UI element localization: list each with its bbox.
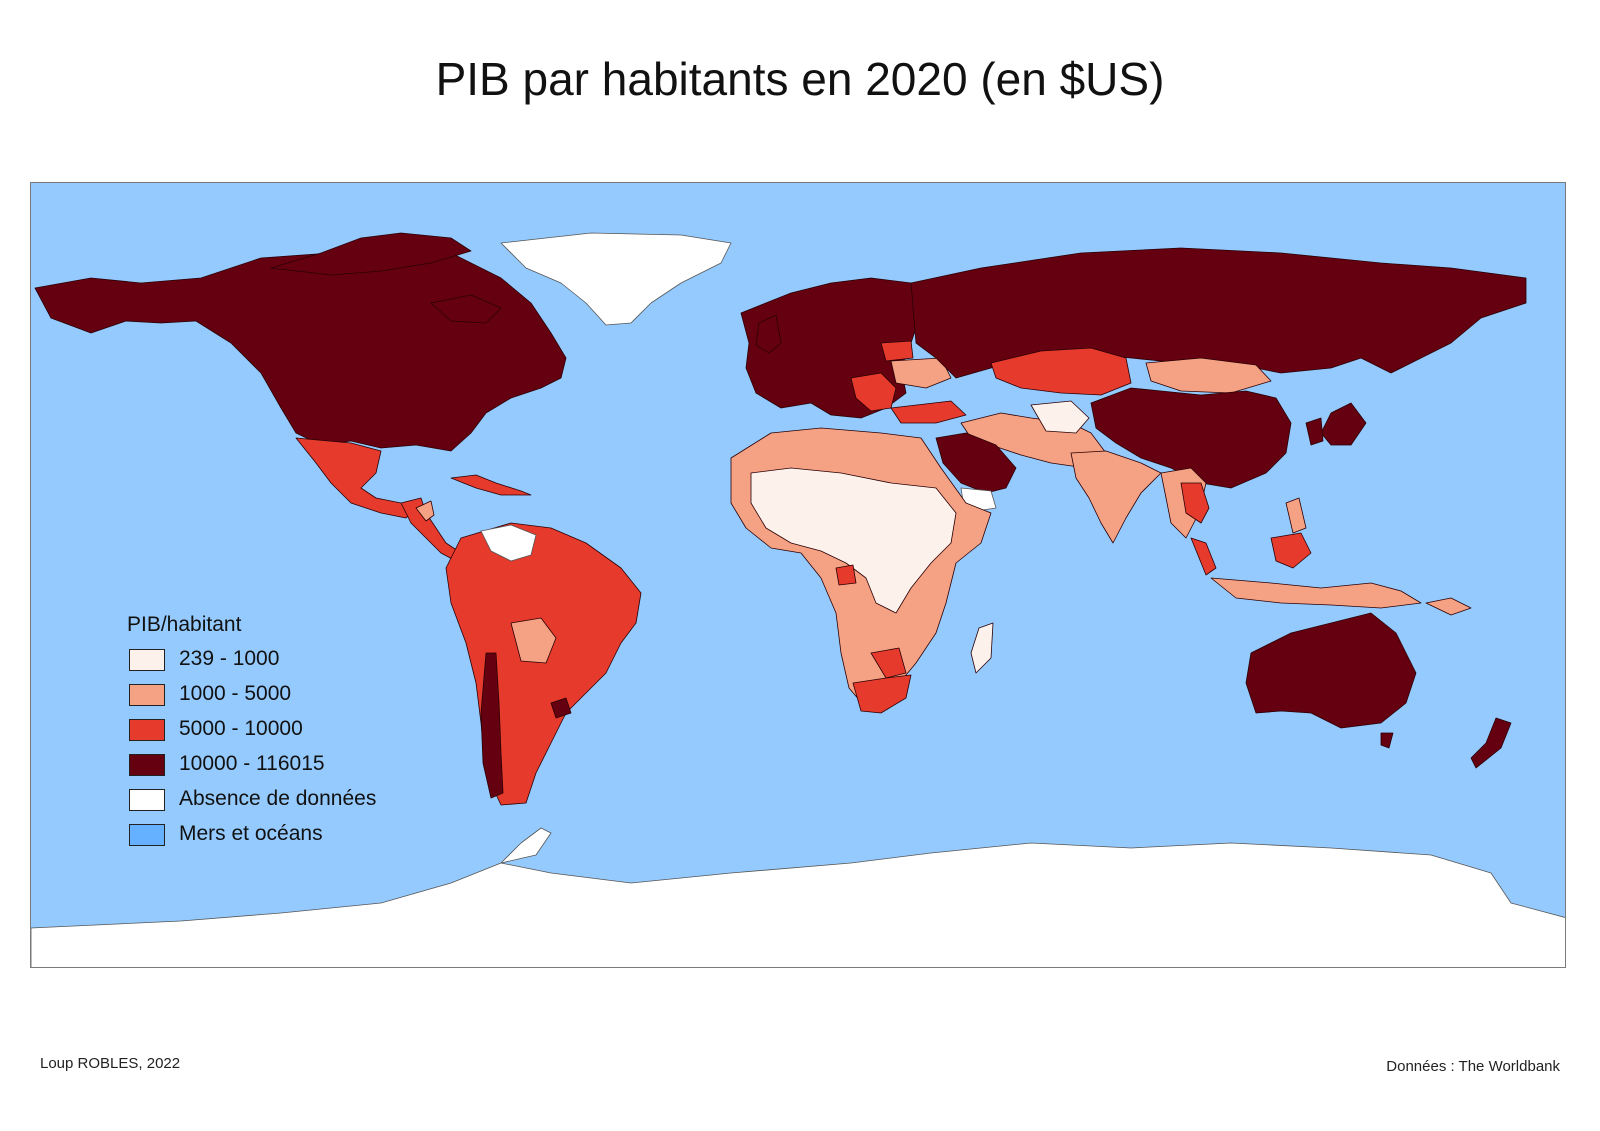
map-canvas [31, 183, 1565, 967]
region-philippines [1285, 497, 1307, 534]
region-papua [1425, 597, 1472, 616]
region-malaysia [1190, 537, 1217, 576]
region-uk [755, 314, 782, 354]
region-antarctic-peninsula [500, 827, 552, 864]
region-chile [480, 652, 504, 799]
region-caribbean [450, 474, 532, 496]
region-kazakhstan [990, 347, 1132, 396]
legend-item-no-data: Absence de données [127, 785, 447, 820]
region-china [1090, 387, 1292, 489]
region-antarctica [31, 842, 1565, 967]
world-map [30, 182, 1566, 968]
legend-swatch [129, 789, 165, 811]
legend-label: 10000 - 116015 [179, 752, 325, 775]
map-title: PIB par habitants en 2020 (en $US) [435, 53, 1165, 105]
region-ukraine [890, 357, 952, 389]
region-venezuela [480, 524, 537, 562]
region-borneo [1270, 532, 1312, 569]
region-greenland [500, 232, 732, 326]
region-arabia [935, 432, 1017, 494]
region-southern-africa-upper [870, 647, 907, 679]
region-tasmania [1380, 732, 1394, 749]
region-afghanistan [1030, 400, 1090, 434]
author-credit: Loup ROBLES, 2022 [40, 1055, 181, 1072]
region-indonesia [1210, 577, 1422, 609]
region-uruguay [550, 697, 572, 719]
region-arctic-islands [270, 232, 472, 276]
legend-title: PIB/habitant [127, 613, 242, 636]
region-mongolia [1145, 357, 1272, 394]
region-new-zealand [1470, 717, 1512, 769]
legend-swatch [129, 719, 165, 741]
data-source: Données : The Worldbank [1386, 1058, 1560, 1075]
region-central-america-poor [415, 500, 435, 522]
region-korea [1305, 417, 1324, 446]
region-thailand [1180, 482, 1210, 524]
legend-item-class3: 5000 - 10000 [127, 715, 447, 750]
region-bolivia [510, 617, 557, 664]
legend-label: Mers et océans [179, 822, 323, 845]
legend-item-class2: 1000 - 5000 [127, 680, 447, 715]
legend-label: 5000 - 10000 [179, 717, 303, 740]
legend-item-class1: 239 - 1000 [127, 645, 447, 680]
region-madagascar [970, 622, 994, 674]
region-australia [1245, 612, 1417, 729]
region-arctic-islands-2 [430, 294, 502, 324]
region-gabon [835, 564, 857, 586]
map-legend: PIB/habitant 239 - 1000 1000 - 5000 5000… [127, 613, 447, 855]
region-turkey [890, 400, 967, 424]
legend-label: Absence de données [179, 787, 377, 810]
legend-item-class4: 10000 - 116015 [127, 750, 447, 785]
legend-swatch [129, 684, 165, 706]
region-south-africa [852, 674, 912, 714]
region-india [1070, 450, 1162, 544]
legend-swatch [129, 754, 165, 776]
legend-swatch [129, 649, 165, 671]
region-sahel [750, 467, 957, 614]
region-belarus [880, 340, 914, 362]
legend-item-ocean: Mers et océans [127, 820, 447, 855]
legend-swatch [129, 824, 165, 846]
legend-label: 239 - 1000 [179, 647, 280, 670]
legend-label: 1000 - 5000 [179, 682, 292, 705]
